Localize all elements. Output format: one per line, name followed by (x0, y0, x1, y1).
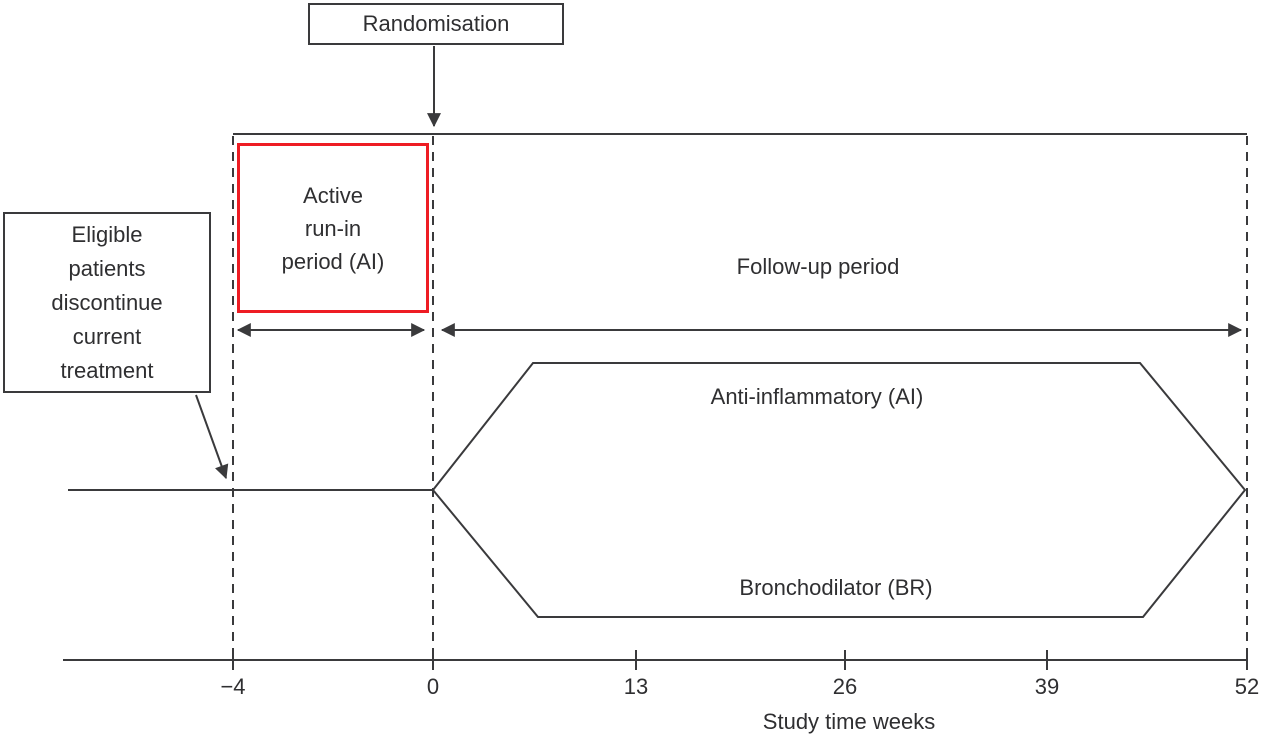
time-axis-title: Study time weeks (762, 709, 936, 734)
eligible-line: discontinue (51, 289, 163, 315)
tick-label-13: 13 (623, 674, 649, 699)
time-axis-ticks (232, 650, 1248, 670)
eligible-line: treatment (60, 357, 154, 383)
randomisation-box: Randomisation (308, 3, 564, 45)
tick-label-0: 0 (426, 674, 440, 699)
eligible-patients-box: Eligible patients discontinue current tr… (3, 212, 211, 393)
randomisation-label: Randomisation (362, 11, 510, 36)
eligible-patients-arrow (195, 394, 229, 480)
tick-label-52: 52 (1234, 674, 1260, 699)
eligible-line: Eligible (71, 221, 143, 247)
tick-label-39: 39 (1034, 674, 1060, 699)
eligible-line: patients (68, 255, 146, 281)
arm-bronchodilator-label: Bronchodilator (BR) (739, 575, 933, 600)
tick-label-26: 26 (832, 674, 858, 699)
run-in-line: Active (303, 182, 363, 208)
active-run-in-box: Active run-in period (AI) (237, 143, 429, 313)
eligible-line: current (72, 323, 142, 349)
run-in-line: period (AI) (281, 248, 385, 274)
treatment-arms-hexagon (431, 362, 1247, 618)
tick-label-minus4: −4 (220, 674, 246, 699)
arm-anti-inflammatory-label: Anti-inflammatory (AI) (710, 384, 924, 409)
follow-up-period-label: Follow-up period (736, 254, 900, 279)
run-in-line: run-in (304, 215, 362, 241)
